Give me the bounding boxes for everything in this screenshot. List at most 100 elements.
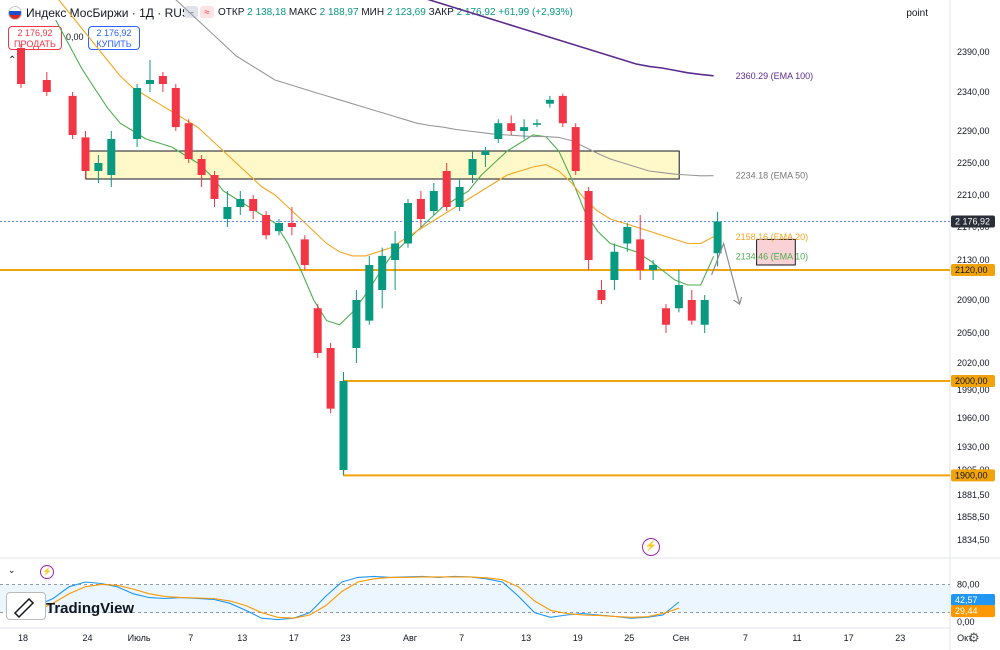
gear-icon[interactable]: ⚙	[968, 630, 980, 645]
change-value: +61,99 (+2,93%)	[498, 7, 573, 18]
candle-body	[287, 223, 296, 227]
candle-body	[146, 80, 154, 84]
candle-body	[623, 227, 632, 244]
candle-body	[404, 203, 412, 244]
dash-icon[interactable]: –	[184, 6, 198, 18]
forecast-arrow	[711, 241, 741, 305]
stochastic-d-line	[20, 576, 680, 619]
x-tick-label: 13	[237, 633, 247, 643]
candle-body	[184, 123, 193, 159]
level-price-label: 1900,00	[955, 470, 988, 480]
candle-body	[68, 95, 77, 135]
x-tick-label: 23	[895, 633, 905, 643]
y-tick-label: 1834,50	[957, 535, 990, 545]
chevron-up-icon: ⌃	[8, 55, 17, 66]
y-tick-label: 1930,00	[957, 442, 990, 452]
candle-body	[275, 223, 283, 232]
candle-body	[468, 159, 477, 175]
sell-label: ПРОДАТЬ	[14, 39, 56, 49]
level-price-label: 2120,00	[955, 265, 988, 275]
x-tick-label: Авг	[403, 633, 418, 643]
level-price-tag	[951, 375, 995, 387]
candle-body	[236, 199, 245, 207]
candle-body	[545, 99, 554, 104]
spread-value: 0,00	[66, 32, 84, 42]
candle-body	[391, 243, 400, 260]
stochastic-tick-label: 0,00	[957, 617, 975, 627]
candle-body	[520, 127, 529, 131]
ema-value-label: 2234.18 (EMA 50)	[736, 171, 809, 181]
candle-body	[17, 48, 25, 84]
y-tick-label: 1990,00	[957, 385, 990, 395]
chart-header: Индекс МосБиржи · 1Д · RUS – ≈ ОТКР 2 13…	[0, 0, 950, 26]
x-tick-label: 23	[340, 633, 350, 643]
candle-body	[455, 187, 464, 207]
scale-mode-label[interactable]: point	[906, 8, 928, 19]
x-tick-label: Июль	[128, 633, 151, 643]
level-price-tag	[951, 469, 995, 482]
high-value: 2 188,97	[319, 7, 359, 18]
ema-value-label: 2360.29 (EMA 100)	[736, 71, 814, 81]
y-tick-label: 2210,00	[957, 190, 990, 200]
lightning-event-icon[interactable]: ⚡	[642, 538, 660, 556]
y-tick-label: 2020,00	[957, 358, 990, 368]
ema-value-label: 2134.46 (EMA 10)	[736, 251, 809, 261]
stochastic-k-line	[20, 575, 680, 621]
candle-body	[494, 123, 503, 139]
ema-value-label: 2158.16 (EMA 20)	[736, 232, 809, 242]
tradingview-logo-text: TradingView	[46, 600, 135, 617]
stochastic-d-value: 29,44	[955, 606, 978, 616]
y-tick-label: 2130,00	[957, 255, 990, 265]
candle-body	[533, 123, 541, 125]
y-tick-label: 1960,00	[957, 413, 990, 423]
candle-body	[158, 76, 167, 84]
y-tick-label: 1858,50	[957, 512, 990, 522]
level-price-label: 2000,00	[955, 376, 988, 386]
drawing-tool-icon[interactable]	[6, 592, 46, 620]
wave-icon[interactable]: ≈	[200, 6, 214, 18]
stochastic-band	[0, 584, 950, 613]
candle-body	[94, 163, 103, 171]
ohlc-readout: ОТКР 2 138,18 МАКС 2 188,97 МИН 2 123,69…	[218, 7, 573, 18]
low-value: 2 123,69	[386, 7, 426, 18]
candle-body	[378, 255, 387, 290]
candle-body	[713, 221, 722, 254]
y-tick-label: 2050,00	[957, 328, 990, 338]
x-tick-label: 7	[743, 633, 748, 643]
stochastic-k-tag	[951, 593, 995, 606]
candle-body	[339, 381, 348, 470]
last-price-label: 2 176,92	[955, 216, 990, 226]
candle-body	[249, 199, 258, 211]
x-tick-label: 17	[844, 633, 854, 643]
x-tick-label: 7	[188, 633, 193, 643]
y-tick-label: 2290,00	[957, 126, 990, 136]
x-tick-label: 24	[82, 633, 92, 643]
candle-body	[442, 171, 451, 207]
x-tick-label: Сен	[673, 633, 690, 643]
stochastic-collapse-icon[interactable]: ⌄	[8, 565, 16, 575]
candle-body	[107, 139, 116, 175]
stochastic-tick-label: 80,00	[957, 579, 980, 589]
resistance-zone	[85, 150, 680, 180]
candle-body	[687, 300, 696, 321]
candle-body	[584, 191, 593, 260]
y-tick-label: 2390,00	[957, 47, 990, 57]
stochastic-d-tag	[951, 605, 995, 618]
candle-body	[223, 207, 232, 219]
candle-body	[42, 80, 51, 92]
x-tick-label: 25	[624, 633, 634, 643]
candle-body	[481, 151, 490, 155]
candle-body	[81, 137, 90, 171]
candle-body	[597, 290, 606, 300]
sell-button[interactable]: 2 176,92 ПРОДАТЬ	[8, 26, 62, 50]
x-tick-label: 13	[521, 633, 531, 643]
y-tick-label: 1881,50	[957, 490, 990, 500]
ema-line	[58, 0, 714, 257]
candle-body	[365, 265, 374, 321]
candle-body	[133, 88, 142, 139]
stochastic-lightning-icon[interactable]: ⚡	[40, 565, 54, 579]
x-tick-label: 18	[18, 633, 28, 643]
sell-price: 2 176,92	[17, 28, 53, 38]
y-tick-label: 2250,00	[957, 158, 990, 168]
